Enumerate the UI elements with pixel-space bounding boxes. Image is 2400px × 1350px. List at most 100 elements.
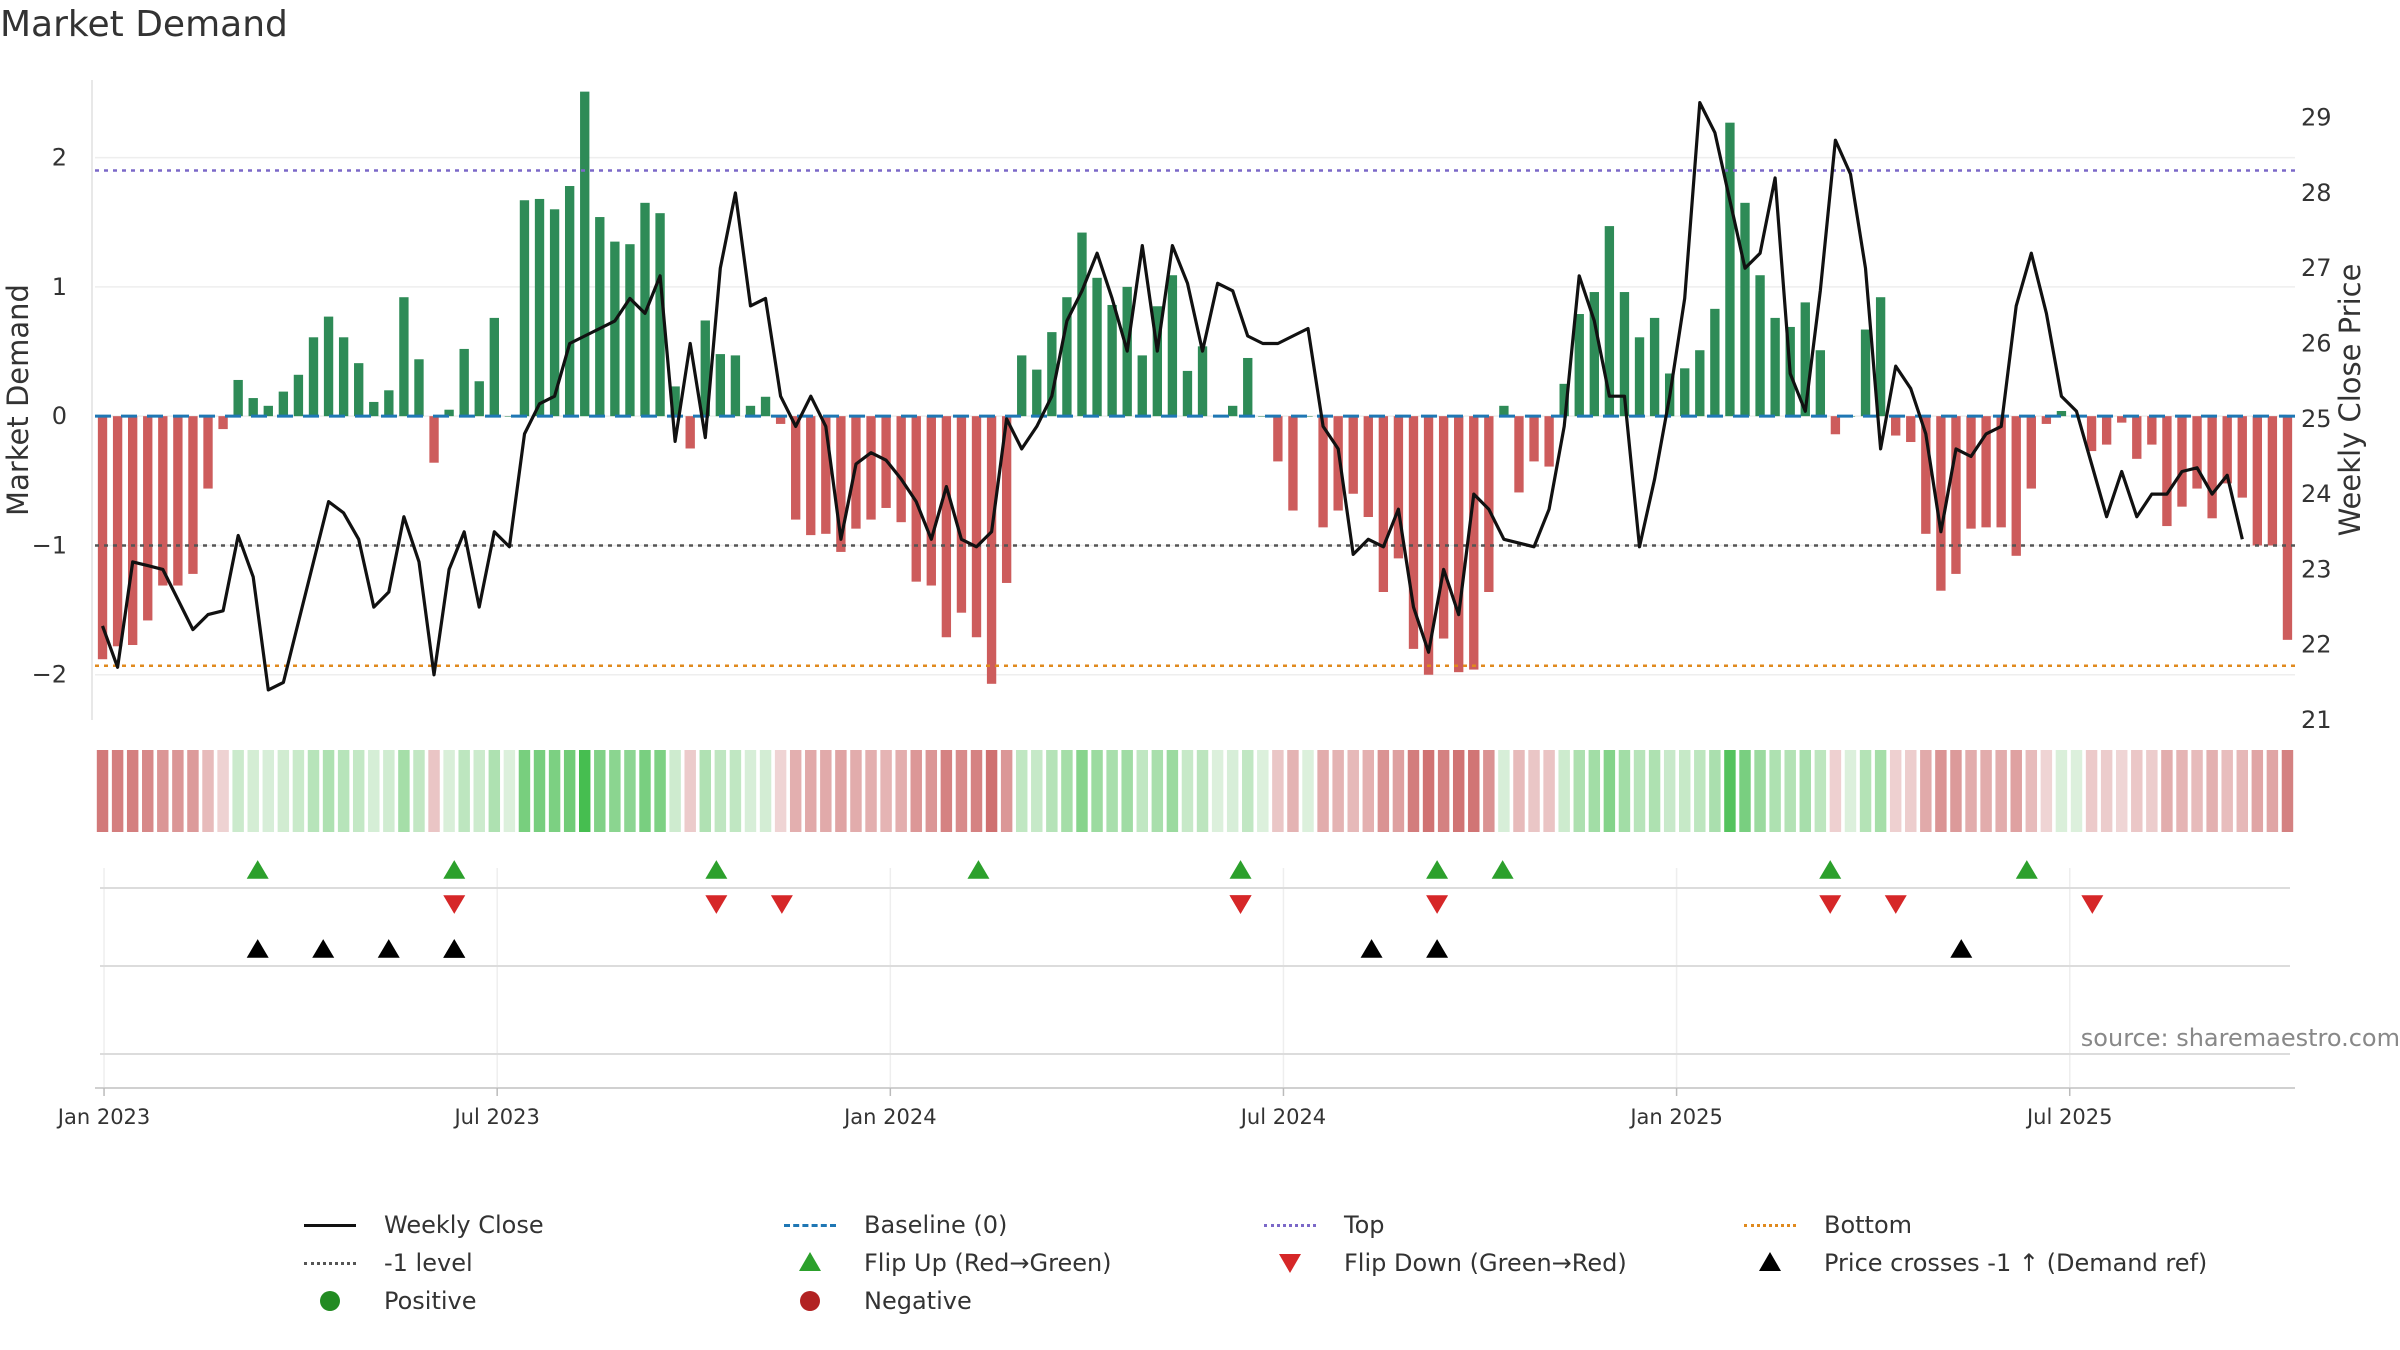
heat-cell [1965,750,1977,832]
heat-cell [940,750,953,832]
demand-bar [2237,416,2247,498]
demand-bar [1725,122,1735,417]
y-tick-label-left: 0 [52,402,67,430]
legend-top: Top [1260,1210,1740,1240]
heat-cell [1498,750,1510,832]
y-tick-label-right: 26 [2301,330,2332,358]
heat-cell [985,750,998,832]
demand-bar [1107,304,1117,417]
heat-cell [1121,750,1133,832]
heat-cell [1076,750,1088,832]
heat-cell [744,750,757,832]
heat-cell [1679,750,1691,832]
heat-cell [2176,750,2188,832]
flip-down-marker [705,895,728,914]
heat-cell [729,750,742,832]
heat-cell [789,750,802,832]
heat-cell [1588,750,1601,832]
heat-cell [1226,750,1239,832]
heat-cell [292,750,305,832]
demand-bar [986,416,997,684]
weekly-close-line-group [100,100,2244,692]
red-dot-icon [800,1291,820,1311]
demand-bar [685,416,695,449]
demand-bar [1996,416,2006,528]
demand-bar [1378,416,1389,592]
heat-cell [1663,750,1676,832]
heat-cell [1980,750,1992,832]
demand-bar [760,396,771,417]
heat-cell [96,750,109,832]
demand-bar [1921,416,1931,534]
legend-price-cross: Price crosses -1 ↑ (Demand ref) [1740,1248,2260,1278]
heat-cell [579,750,591,832]
heat-cell [1317,750,1329,832]
demand-bar [1167,275,1178,417]
demand-bar [1589,292,1599,417]
demand-bar [1348,416,1358,494]
heat-cell [2010,750,2022,832]
demand-bar [2162,416,2172,527]
demand-bar [821,416,831,534]
source-label: source: sharemaestro.com [2080,1024,2400,1052]
demand-bar [2192,416,2202,489]
y-axis-label-right: Weekly Close Price [2333,264,2367,537]
demand-bar [2147,416,2157,445]
heat-cell [1829,750,1842,832]
demand-bar [278,391,289,417]
heat-cell [1905,750,1917,832]
line-swatch-icon [300,1210,360,1240]
demand-bar [1062,297,1072,417]
demand-bar [504,416,515,417]
demand-bar [2207,416,2217,519]
heat-cell [1272,750,1284,832]
heat-cell [1257,750,1269,832]
demand-bar [173,416,183,586]
flip-down-marker [443,895,466,914]
demand-bar [1228,405,1238,417]
heat-cell [1181,750,1194,832]
heat-cell [880,750,892,832]
flip-down-marker [1819,895,1842,914]
x-tick-label: Jan 2025 [1628,1105,1723,1129]
legend-bottom: Bottom [1740,1210,2260,1240]
heat-cell [352,750,365,832]
demand-bar [1393,416,1404,559]
y-tick-label-left: 1 [52,273,67,301]
demand-bar [1770,317,1780,417]
heat-cell [1015,750,1028,832]
heat-cell [699,750,711,832]
y-tick-label-right: 29 [2301,104,2332,132]
demand-bar [1680,368,1690,417]
heat-cell [925,750,938,832]
flip-down-marker [2081,895,2104,914]
demand-bar [971,416,982,638]
heat-cell [955,750,968,832]
demand-bar [2252,416,2262,546]
price-cross-marker [443,939,466,958]
flip-down-marker [1884,895,1907,914]
demand-bar [1740,202,1750,417]
x-tick-label: Jul 2025 [2025,1105,2112,1129]
y-tick-label-right: 25 [2301,405,2332,433]
heat-cell [1920,750,1932,832]
heat-cell [1136,750,1148,832]
heat-cell [714,750,727,832]
heat-cell [172,750,184,832]
heat-cell [1302,750,1314,832]
demand-bar [399,297,409,417]
y-tick-label-right: 24 [2301,480,2332,508]
heat-cell [232,750,244,832]
demand-bar [1077,232,1087,417]
heat-cell [1543,750,1555,832]
heat-cell [2161,750,2173,832]
heat-cell [1377,750,1390,832]
demand-bars [97,91,2293,684]
flip-up-marker [246,860,269,879]
price-cross-marker [377,939,400,958]
heat-cell [202,750,214,832]
heat-cell [895,750,907,832]
heat-cell [2025,750,2038,832]
